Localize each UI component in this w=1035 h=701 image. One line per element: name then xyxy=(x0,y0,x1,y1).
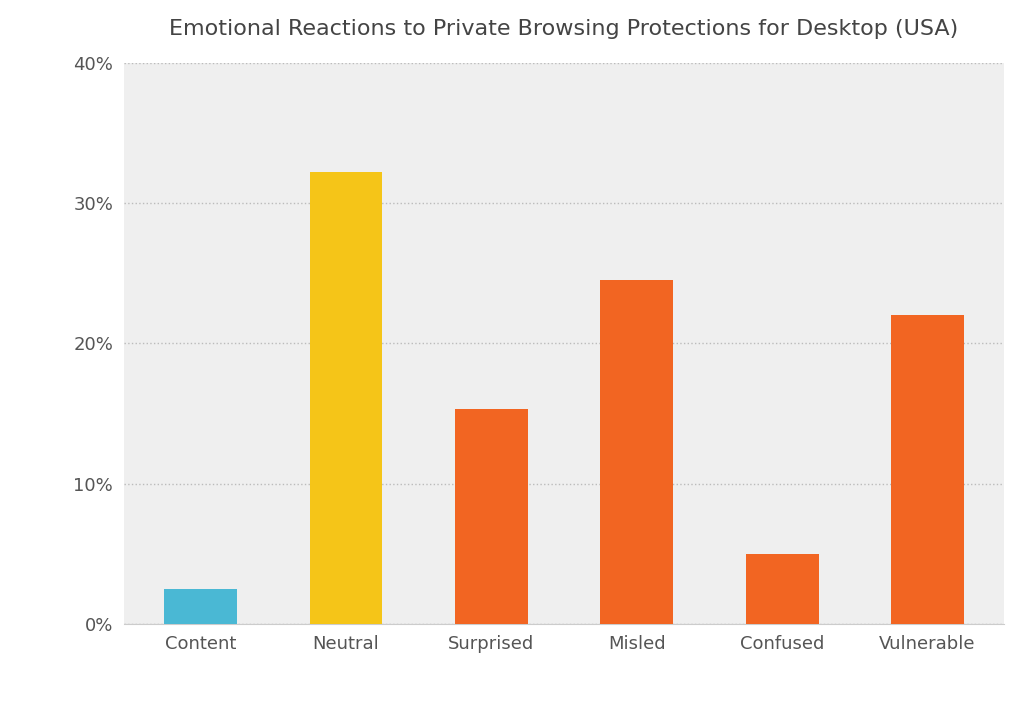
Bar xyxy=(746,554,819,624)
Title: Emotional Reactions to Private Browsing Protections for Desktop (USA): Emotional Reactions to Private Browsing … xyxy=(170,20,958,39)
Bar xyxy=(165,589,237,624)
Bar xyxy=(891,315,964,624)
Bar xyxy=(600,280,673,624)
Bar xyxy=(309,172,382,624)
Bar xyxy=(455,409,528,624)
